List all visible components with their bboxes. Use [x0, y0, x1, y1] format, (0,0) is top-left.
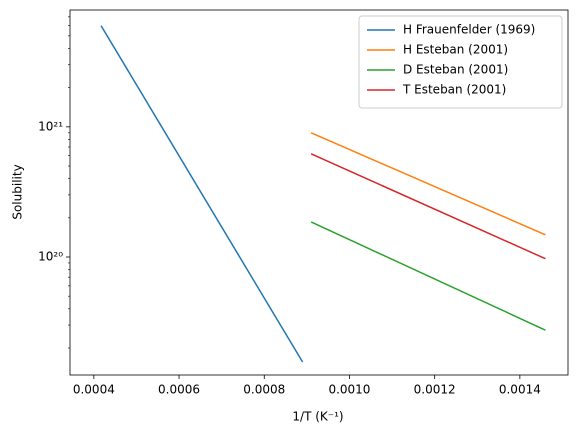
series-line [310, 221, 546, 331]
y-axis-label: Solubility [11, 164, 25, 219]
legend-label: T Esteban (2001) [402, 83, 506, 97]
x-tick-label: 0.0010 [328, 383, 370, 397]
series-line [310, 153, 546, 260]
legend-label: H Esteban (2001) [403, 43, 508, 57]
x-tick-label: 0.0014 [499, 383, 541, 397]
legend-label: H Frauenfelder (1969) [403, 23, 535, 37]
legend-label: D Esteban (2001) [403, 63, 508, 77]
x-tick-label: 0.0004 [73, 383, 115, 397]
x-tick-label: 0.0006 [158, 383, 200, 397]
x-tick-label: 0.0012 [414, 383, 456, 397]
series-line [310, 132, 546, 236]
x-axis-label: 1/T (K⁻¹) [292, 410, 343, 424]
plot-frame [69, 9, 569, 376]
x-tick-label: 0.0008 [243, 383, 285, 397]
legend-box [358, 15, 563, 109]
y-tick-label: 10²⁰ [38, 249, 63, 263]
y-tick-label: 10²¹ [38, 119, 63, 133]
series-line [100, 25, 304, 363]
